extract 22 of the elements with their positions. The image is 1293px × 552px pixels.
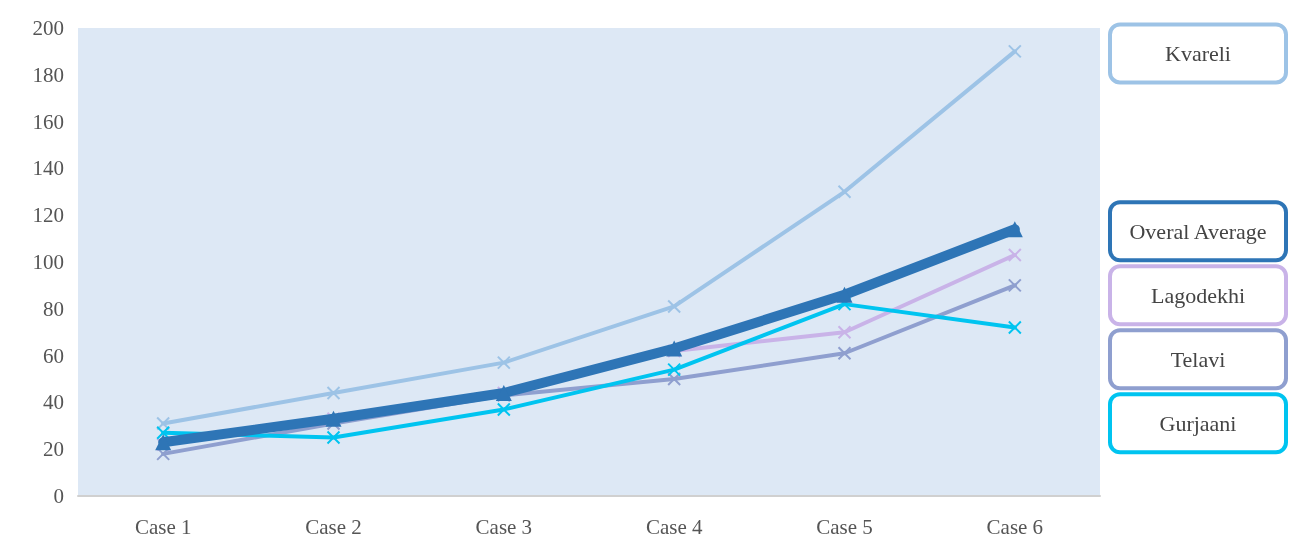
y-tick-label: 200 <box>32 16 64 40</box>
y-tick-label: 140 <box>32 156 64 181</box>
y-tick-label: 40 <box>43 390 64 415</box>
x-tick-label: Case 4 <box>645 514 703 539</box>
y-tick-label: 100 <box>32 250 64 274</box>
x-tick-label: Case 1 <box>134 514 192 539</box>
y-tick-label: 60 <box>43 343 64 368</box>
y-tick-label: 80 <box>43 296 64 321</box>
x-tick-label: Case 3 <box>475 514 533 539</box>
text: Lagodekhi <box>1150 282 1246 308</box>
x-tick-label: Case 6 <box>986 514 1044 539</box>
y-tick-label: 160 <box>32 109 64 134</box>
y-tick-label: 180 <box>32 62 64 87</box>
y-tick-label: 0 <box>53 484 64 508</box>
x-tick-label: Case 5 <box>816 514 873 539</box>
text: Gurjaani <box>1159 410 1237 436</box>
text: Telavi <box>1170 346 1226 372</box>
x-tick-label: Case 2 <box>305 514 362 539</box>
y-tick-label: 20 <box>43 437 64 462</box>
y-tick-label: 120 <box>32 203 64 228</box>
text: Kvareli <box>1165 40 1231 66</box>
text: Overal Average <box>1129 218 1267 244</box>
